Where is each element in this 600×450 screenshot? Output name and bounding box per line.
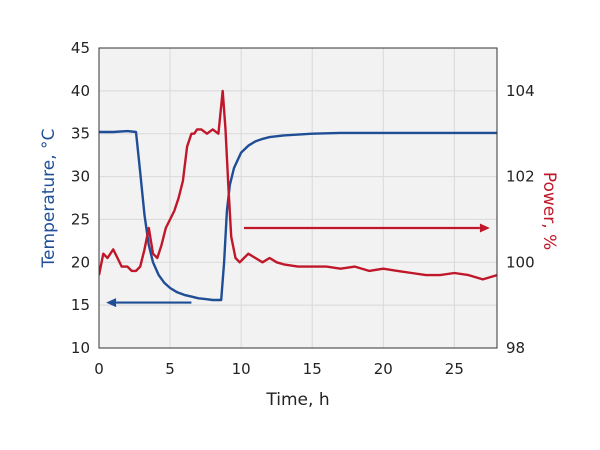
arrow-head-left: [106, 298, 117, 308]
y-right-tick-label: 102: [506, 168, 535, 186]
plot-area: [99, 48, 497, 348]
y-left-tick-label: 10: [71, 339, 90, 357]
y-right-tick-label: 98: [506, 339, 525, 357]
arrow-head-right: [479, 223, 490, 233]
y-axis-label-right: Power, %: [539, 172, 559, 250]
x-tick-label: 25: [445, 360, 464, 378]
series-group: [99, 89, 497, 302]
x-tick-label: 10: [232, 360, 251, 378]
y-axis-label-left: Temperature, °C: [39, 129, 59, 269]
tick-labels: 0 5 10 15 20 25 10 15 20 25 30 35 40 45 98 100 102 104: [71, 39, 535, 378]
x-tick-label: 20: [374, 360, 393, 378]
y-left-tick-label: 40: [71, 82, 90, 100]
y-left-tick-label: 25: [71, 210, 90, 228]
y-left-tick-label: 30: [71, 168, 90, 186]
plot-frame: [98, 47, 498, 349]
y-left-tick-label: 45: [71, 39, 90, 57]
y-left-tick-label: 20: [71, 253, 90, 271]
arrow-annotations: [106, 223, 490, 308]
y-left-tick-label: 15: [71, 296, 90, 314]
x-tick-label: 0: [94, 360, 104, 378]
x-tick-label: 15: [303, 360, 322, 378]
y-left-tick-label: 35: [71, 125, 90, 143]
x-tick-label: 5: [165, 360, 175, 378]
power-line: [99, 89, 497, 281]
x-axis-label: Time, h: [265, 390, 329, 410]
y-right-tick-label: 104: [506, 82, 535, 100]
y-right-tick-label: 100: [506, 253, 535, 271]
